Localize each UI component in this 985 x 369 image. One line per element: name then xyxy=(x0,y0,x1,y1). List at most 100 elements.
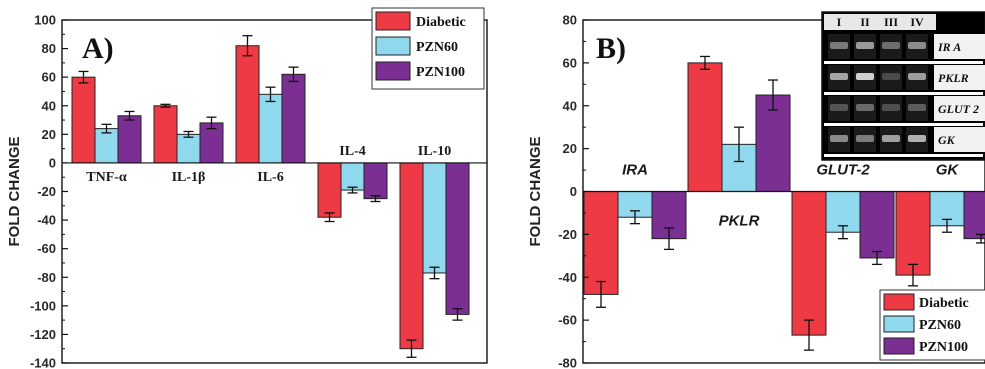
chart-a-legend: Diabetic PZN60 PZN100 xyxy=(371,7,485,90)
gel-band xyxy=(830,135,848,142)
b-y-tick-label: 0 xyxy=(570,184,577,199)
chart-b-category-label: IRA xyxy=(622,162,648,179)
gel-band xyxy=(882,42,900,49)
legend-label-diabetic: Diabetic xyxy=(416,15,466,30)
chart-a-y-axis-title: FOLD CHANGE xyxy=(6,137,23,247)
legend-b-swatch-pzn60 xyxy=(883,315,915,333)
a-y-tick-label: 40 xyxy=(42,98,56,113)
gel-band xyxy=(908,135,926,142)
b-bar-pzn100-2 xyxy=(859,191,895,259)
gel-band xyxy=(882,104,900,111)
legend-swatch-diabetic xyxy=(375,11,411,31)
b-error-bar-pzn60-2 xyxy=(838,225,848,240)
a-error-bar-diabetic-3 xyxy=(324,212,335,223)
chart-b-category-label: GLUT-2 xyxy=(816,162,870,179)
a-bar-pzn100-4 xyxy=(445,162,470,315)
b-bar-diabetic-0 xyxy=(583,191,619,295)
legend-label-pzn60: PZN60 xyxy=(416,40,458,55)
gel-band xyxy=(856,42,874,49)
b-error-bar-pzn100-3 xyxy=(976,233,985,244)
b-bar-diabetic-3 xyxy=(895,191,931,276)
b-y-tick-label: -40 xyxy=(558,270,577,285)
chart-b-bars xyxy=(583,62,985,336)
gel-lane-label: IV xyxy=(910,15,924,29)
a-bar-pzn100-3 xyxy=(363,162,388,200)
chart-a-category-label: IL-6 xyxy=(257,170,283,185)
chart-a-category-label: IL-4 xyxy=(339,144,365,159)
a-y-tick-label: -140 xyxy=(30,356,56,369)
a-error-bar-pzn100-0 xyxy=(124,110,135,121)
a-y-tick-label: 0 xyxy=(49,155,56,170)
legend-b-swatch-pzn100 xyxy=(883,337,915,355)
a-error-bar-pzn100-1 xyxy=(206,116,217,130)
gel-gene-label: IR A xyxy=(937,40,961,54)
b-y-tick-label: -80 xyxy=(558,356,577,369)
a-error-bar-pzn60-0 xyxy=(101,123,112,134)
b-error-bar-diabetic-2 xyxy=(804,319,814,351)
gel-band xyxy=(882,135,900,142)
a-bar-pzn100-2 xyxy=(281,73,306,164)
a-y-tick-label: -120 xyxy=(30,327,56,342)
gel-band xyxy=(856,104,874,111)
chart-a-category-label: IL-10 xyxy=(418,144,451,159)
gel-band xyxy=(908,73,926,80)
chart-a-error-bars xyxy=(78,35,463,358)
a-bar-pzn60-1 xyxy=(176,133,201,164)
b-y-tick-label: 60 xyxy=(563,55,577,70)
legend-b-label-pzn100: PZN100 xyxy=(919,340,968,355)
b-y-tick-label: -60 xyxy=(558,313,577,328)
gel-band xyxy=(830,104,848,111)
gel-band xyxy=(882,73,900,80)
a-y-tick-label: 80 xyxy=(42,41,56,56)
a-error-bar-diabetic-4 xyxy=(406,339,417,358)
a-bar-pzn60-4 xyxy=(422,162,447,274)
a-error-bar-pzn100-3 xyxy=(370,195,381,203)
b-error-bar-diabetic-0 xyxy=(596,280,606,308)
b-error-bar-pzn60-1 xyxy=(734,126,744,163)
b-bar-pzn100-3 xyxy=(963,191,985,240)
legend-b-label-pzn60: PZN60 xyxy=(919,318,961,333)
a-error-bar-diabetic-2 xyxy=(242,35,253,57)
chart-b-y-axis-title: FOLD CHANGE xyxy=(527,137,544,247)
b-error-bar-pzn60-3 xyxy=(942,218,952,233)
b-error-bar-pzn100-2 xyxy=(872,250,882,266)
b-y-tick-label: 40 xyxy=(563,98,577,113)
b-error-bar-pzn100-1 xyxy=(768,79,778,111)
b-error-bar-pzn60-0 xyxy=(630,210,640,225)
b-bar-diabetic-2 xyxy=(791,191,827,336)
a-y-tick-label: 60 xyxy=(42,70,56,85)
chart-b-category-label: PKLR xyxy=(719,213,760,230)
b-bar-diabetic-1 xyxy=(687,62,723,192)
gel-band xyxy=(856,73,874,80)
a-bar-diabetic-1 xyxy=(153,105,178,164)
chart-a-bars xyxy=(71,45,470,350)
gel-lane-label: III xyxy=(884,15,898,29)
a-bar-diabetic-4 xyxy=(399,162,424,350)
chart-b-panel-label: B) xyxy=(596,32,626,65)
a-y-tick-label: 100 xyxy=(34,13,56,28)
a-bar-pzn100-0 xyxy=(117,115,142,164)
b-error-bar-diabetic-1 xyxy=(700,55,710,70)
b-error-bar-pzn100-0 xyxy=(664,227,674,251)
chart-b-y-axis: -80 -60 -40 -20 0 20 40 60 80 xyxy=(558,13,589,369)
a-error-bar-pzn100-4 xyxy=(452,308,463,321)
gel-band xyxy=(908,104,926,111)
a-bar-diabetic-3 xyxy=(317,162,342,218)
chart-b-category-label: GK xyxy=(936,162,960,179)
gel-lane-label: I xyxy=(837,15,842,29)
a-y-tick-label: -60 xyxy=(37,241,56,256)
chart-panel-a: -140 -120 -100 -80 -60 -40 -20 0 20 40 60 80 100 TNF… xyxy=(6,7,488,369)
gel-gene-label: GLUT 2 xyxy=(938,102,979,116)
gel-band xyxy=(830,42,848,49)
gel-gene-label: GK xyxy=(938,133,956,147)
a-bar-pzn60-2 xyxy=(258,93,283,164)
a-error-bar-pzn60-2 xyxy=(265,86,276,103)
chart-a-category-label: IL-1β xyxy=(172,170,206,185)
chart-b-legend: Diabetic PZN60 PZN100 xyxy=(879,289,985,361)
gel-band xyxy=(830,73,848,80)
a-error-bar-diabetic-1 xyxy=(160,103,171,108)
gel-lane-label: II xyxy=(860,15,870,29)
a-error-bar-pzn60-3 xyxy=(347,186,358,194)
